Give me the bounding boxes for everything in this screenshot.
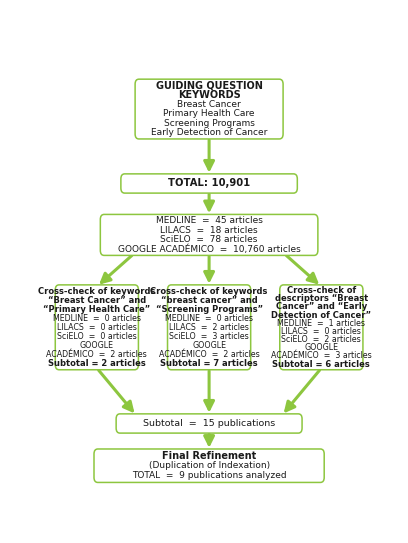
Text: GOOGLE ACADÉMICO  =  10,760 articles: GOOGLE ACADÉMICO = 10,760 articles bbox=[118, 244, 300, 254]
Text: Cross-check of keywords: Cross-check of keywords bbox=[38, 287, 155, 295]
Text: MEDLINE  =  1 articles: MEDLINE = 1 articles bbox=[277, 319, 365, 328]
Text: MEDLINE  =  0 articles: MEDLINE = 0 articles bbox=[53, 314, 141, 323]
Text: ACADÉMICO  =  3 articles: ACADÉMICO = 3 articles bbox=[271, 351, 372, 361]
Text: ACADÉMICO  =  2 articles: ACADÉMICO = 2 articles bbox=[159, 350, 259, 359]
Text: “breast cancer” and: “breast cancer” and bbox=[161, 295, 257, 305]
Text: GOOGLE: GOOGLE bbox=[192, 341, 226, 350]
Text: Cancer” and “Early: Cancer” and “Early bbox=[276, 302, 367, 312]
Text: GOOGLE: GOOGLE bbox=[80, 341, 114, 350]
Text: Early Detection of Cancer: Early Detection of Cancer bbox=[151, 128, 267, 137]
Text: SciELO  =  3 articles: SciELO = 3 articles bbox=[169, 332, 249, 341]
Text: LILACS  =  0 articles: LILACS = 0 articles bbox=[282, 327, 361, 336]
FancyBboxPatch shape bbox=[168, 285, 251, 370]
Text: GOOGLE: GOOGLE bbox=[304, 343, 338, 352]
Text: LILACS  =  18 articles: LILACS = 18 articles bbox=[160, 226, 258, 235]
Text: Subtotal = 7 articles: Subtotal = 7 articles bbox=[160, 359, 258, 368]
Text: Cross-check of: Cross-check of bbox=[287, 286, 356, 295]
Text: “Breast Cancer” and: “Breast Cancer” and bbox=[48, 295, 146, 305]
Text: “Screening Programs”: “Screening Programs” bbox=[155, 305, 263, 314]
Text: LILACS  =  0 articles: LILACS = 0 articles bbox=[57, 323, 137, 332]
Text: TOTAL  =  9 publications analyzed: TOTAL = 9 publications analyzed bbox=[132, 471, 286, 480]
FancyBboxPatch shape bbox=[280, 285, 363, 370]
Text: descriptors “Breast: descriptors “Breast bbox=[275, 294, 368, 304]
Text: (Duplication of Indexation): (Duplication of Indexation) bbox=[149, 461, 270, 470]
Text: ACADÉMICO  =  2 articles: ACADÉMICO = 2 articles bbox=[47, 350, 147, 359]
FancyBboxPatch shape bbox=[94, 449, 324, 482]
Text: Primary Health Care: Primary Health Care bbox=[163, 109, 255, 118]
Text: KEYWORDS: KEYWORDS bbox=[178, 90, 240, 100]
Text: Cross-check of keywords: Cross-check of keywords bbox=[151, 287, 268, 295]
FancyBboxPatch shape bbox=[116, 414, 302, 433]
Text: LILACS  =  2 articles: LILACS = 2 articles bbox=[169, 323, 249, 332]
Text: SciELO  =  0 articles: SciELO = 0 articles bbox=[57, 332, 137, 341]
Text: Subtotal  =  15 publications: Subtotal = 15 publications bbox=[143, 419, 275, 428]
Text: GUIDING QUESTION: GUIDING QUESTION bbox=[156, 80, 262, 91]
Text: SciELO  =  78 articles: SciELO = 78 articles bbox=[160, 235, 258, 244]
Text: MEDLINE  =  45 articles: MEDLINE = 45 articles bbox=[156, 216, 262, 225]
Text: Screening Programs: Screening Programs bbox=[164, 119, 255, 128]
FancyBboxPatch shape bbox=[121, 174, 297, 193]
Text: “Primary Health Care”: “Primary Health Care” bbox=[43, 305, 151, 314]
FancyBboxPatch shape bbox=[55, 285, 138, 370]
Text: SciELO  =  2 articles: SciELO = 2 articles bbox=[282, 335, 361, 344]
FancyBboxPatch shape bbox=[135, 79, 283, 139]
Text: TOTAL: 10,901: TOTAL: 10,901 bbox=[168, 179, 250, 188]
Text: Subtotal = 6 articles: Subtotal = 6 articles bbox=[273, 359, 370, 369]
Text: Final Refinement: Final Refinement bbox=[162, 451, 256, 460]
FancyBboxPatch shape bbox=[100, 214, 318, 255]
Text: Detection of Cancer”: Detection of Cancer” bbox=[271, 311, 371, 320]
Text: Breast Cancer: Breast Cancer bbox=[177, 100, 241, 109]
Text: MEDLINE  =  0 articles: MEDLINE = 0 articles bbox=[165, 314, 253, 323]
Text: Subtotal = 2 articles: Subtotal = 2 articles bbox=[48, 359, 146, 368]
